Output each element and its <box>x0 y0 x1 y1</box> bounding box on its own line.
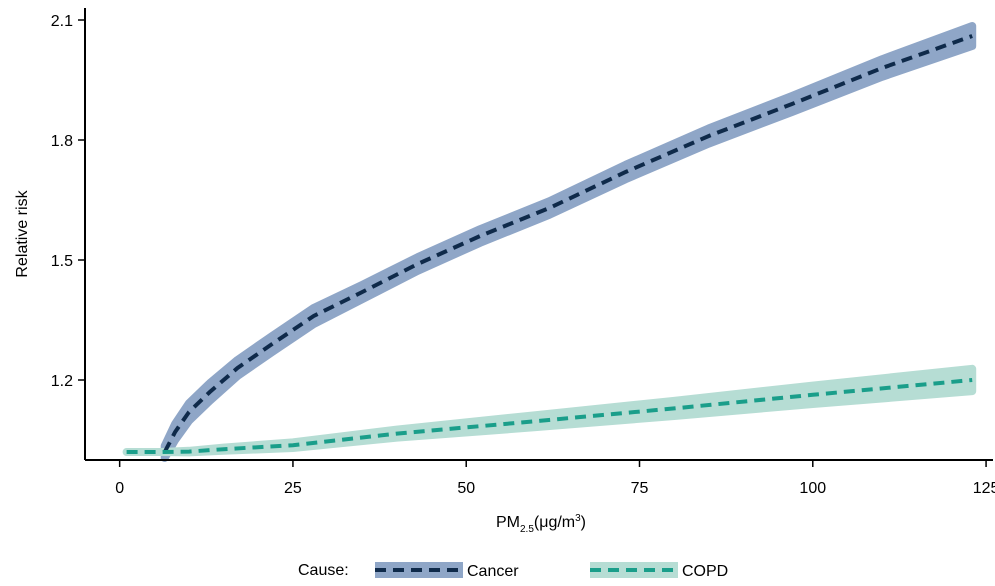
x-tick-label: 0 <box>115 480 124 497</box>
x-tick-label: 125 <box>973 480 995 497</box>
y-tick-label: 1.2 <box>51 373 73 390</box>
copd-legend-label: COPD <box>682 563 728 580</box>
y-tick-label: 2.1 <box>51 13 73 30</box>
x-tick-label: 25 <box>284 480 302 497</box>
legend-title: Cause: <box>298 562 349 579</box>
x-tick-label: 50 <box>457 480 475 497</box>
axes: 0 25 50 75 100 125 1.2 1.5 1.8 2.1 Relative risk PM… <box>14 8 995 535</box>
series-lines <box>126 34 973 454</box>
x-axis-title: PM2.5(μg/m3) <box>496 513 586 535</box>
y-axis-title: Relative risk <box>14 189 31 277</box>
y-tick-label: 1.5 <box>51 253 73 270</box>
legend: Cause: Cancer COPD <box>298 562 728 580</box>
cancer-band <box>160 22 977 462</box>
copd-band <box>122 364 977 457</box>
cancer-line <box>162 34 973 453</box>
x-tick-label: 100 <box>799 480 826 497</box>
cancer-legend-label: Cancer <box>467 563 519 580</box>
x-tick-label: 75 <box>631 480 649 497</box>
copd-line <box>126 378 973 454</box>
y-tick-label: 1.8 <box>51 133 73 150</box>
